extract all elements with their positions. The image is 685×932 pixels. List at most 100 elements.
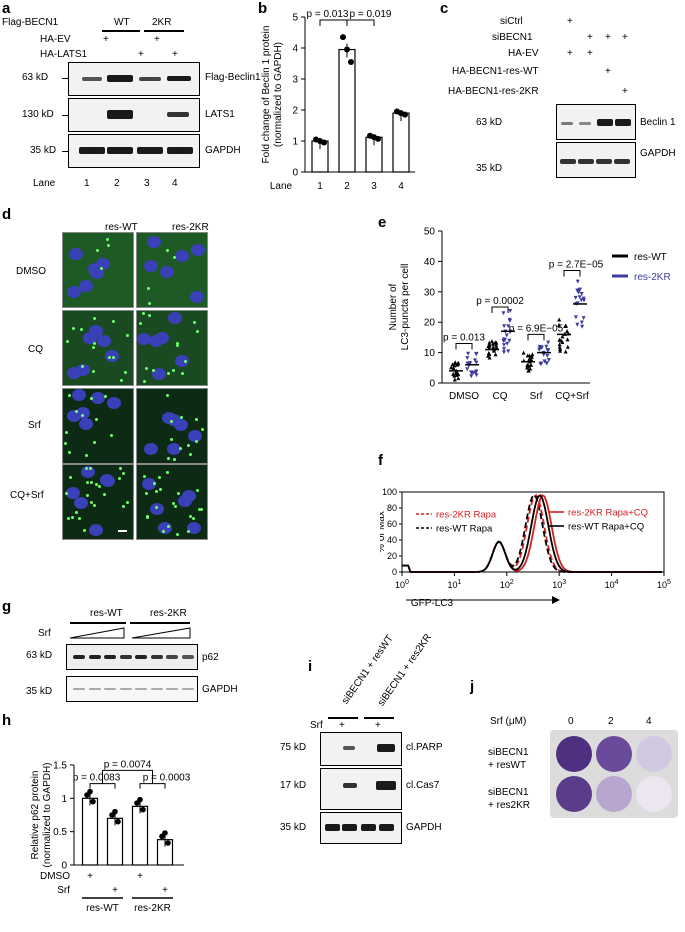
band-p62-lane bbox=[119, 655, 132, 659]
lc3-punctum bbox=[180, 371, 184, 375]
nucleus bbox=[174, 249, 189, 262]
row-cq-srf: CQ+Srf bbox=[10, 490, 44, 501]
data-point-e bbox=[565, 337, 570, 342]
2kr-group-label: 2KR bbox=[152, 17, 172, 28]
band-gapdh-c: GAPDH bbox=[640, 148, 676, 159]
blot-gapdh-i bbox=[320, 812, 402, 844]
y-tick-label-h: 0 bbox=[61, 861, 67, 872]
nucleus bbox=[149, 334, 164, 347]
lc3-punctum bbox=[145, 492, 149, 496]
data-point-e bbox=[565, 329, 570, 334]
lc3-punctum bbox=[78, 516, 82, 520]
data-point-e bbox=[545, 353, 550, 358]
micrograph-cq-srf-2kr bbox=[136, 464, 208, 540]
y-tick-label-f: 100 bbox=[382, 487, 397, 497]
micrograph-cq-2kr bbox=[136, 310, 208, 386]
data-point-h bbox=[140, 806, 146, 813]
nucleus bbox=[67, 285, 82, 298]
data-point-e bbox=[501, 350, 506, 355]
nucleus bbox=[96, 335, 111, 348]
ha-becn1-res-2kr-label: HA-BECN1-res-2KR bbox=[448, 86, 539, 97]
lc3-punctum bbox=[89, 500, 93, 504]
sig-bracket-e bbox=[455, 342, 473, 350]
panel-a-label: a bbox=[2, 0, 11, 17]
legend-label-f: res-WT Rapa bbox=[436, 524, 493, 535]
lc3-punctum bbox=[66, 339, 70, 343]
data-point-e bbox=[506, 324, 511, 329]
p-value-h: p = 0.0074 bbox=[104, 759, 152, 770]
data-point-b bbox=[348, 58, 354, 65]
data-point-e bbox=[557, 322, 562, 327]
lc3-punctum bbox=[153, 482, 157, 486]
micrograph-cq-srf-wt bbox=[62, 464, 134, 540]
lc3-punctum bbox=[122, 504, 125, 508]
lane-2: 2 bbox=[114, 178, 120, 189]
micrograph-cq-wt bbox=[62, 310, 134, 386]
panel-h-label: h bbox=[2, 712, 12, 729]
y-label-e: LC3-puncta per cell bbox=[400, 264, 411, 351]
nucleus bbox=[76, 364, 91, 377]
lc3-punctum bbox=[89, 480, 93, 484]
nucleus bbox=[160, 266, 175, 279]
data-point-e bbox=[474, 369, 479, 374]
lc3-punctum bbox=[186, 443, 190, 447]
data-point-e bbox=[506, 349, 511, 354]
x-tick-label-f: 105 bbox=[657, 579, 671, 590]
data-point-e bbox=[573, 315, 578, 320]
plus-mark: + bbox=[622, 32, 628, 43]
nucleus bbox=[72, 389, 87, 402]
lc3-punctum bbox=[92, 341, 96, 345]
lc3-punctum bbox=[148, 313, 152, 317]
group-label-h: res-2KR bbox=[134, 903, 171, 914]
data-point-e bbox=[455, 362, 460, 367]
data-point-b bbox=[375, 135, 381, 142]
nucleus bbox=[186, 521, 201, 534]
data-point-h bbox=[162, 830, 168, 836]
crystal-violet-plate bbox=[550, 730, 678, 818]
data-point-e bbox=[505, 341, 510, 346]
lc3-punctum bbox=[68, 450, 72, 454]
data-point-e bbox=[527, 356, 532, 361]
data-point-e bbox=[473, 358, 478, 363]
data-point-e bbox=[557, 342, 562, 347]
data-point-e bbox=[469, 374, 474, 379]
data-point-e bbox=[452, 363, 457, 368]
lc3-punctum bbox=[85, 494, 89, 498]
nucleus bbox=[167, 443, 182, 456]
data-point-e bbox=[575, 279, 580, 284]
data-point-e bbox=[493, 352, 498, 357]
y-tick-label-b: 1 bbox=[292, 137, 298, 148]
band-p62-lane bbox=[135, 655, 147, 659]
legend-label-f: res-2KR Rapa+CQ bbox=[568, 508, 648, 519]
x-tick-label-b: 3 bbox=[371, 181, 377, 192]
y-label-b: Fold change of Beclin 1 protein bbox=[261, 26, 272, 164]
y-tick-label-b: 0 bbox=[292, 168, 298, 179]
well-2kr-2 bbox=[596, 776, 632, 812]
lc3-punctum bbox=[91, 345, 95, 349]
plus-mark: + bbox=[587, 48, 593, 59]
data-point-e bbox=[487, 340, 492, 345]
conc-0: 0 bbox=[568, 716, 574, 727]
x-tick-label-f: 104 bbox=[605, 579, 619, 590]
data-point-e bbox=[465, 356, 470, 361]
p-value-e: p = 0.013 bbox=[443, 332, 485, 343]
conc-2: 2 bbox=[608, 716, 614, 727]
y-label-e: Number of bbox=[388, 283, 399, 330]
data-point-e bbox=[474, 373, 479, 378]
data-point-e bbox=[579, 291, 584, 296]
data-point-e bbox=[501, 311, 506, 316]
nucleus bbox=[190, 244, 205, 257]
legend-label-f: res-WT Rapa+CQ bbox=[568, 522, 644, 533]
lc3-punctum bbox=[104, 395, 108, 399]
sig-bracket-h bbox=[139, 783, 166, 789]
y-tick-label-e: 20 bbox=[424, 318, 436, 329]
data-point-e bbox=[454, 372, 459, 377]
data-point-e bbox=[501, 338, 506, 343]
x-tick-label-f: 101 bbox=[447, 579, 461, 590]
data-point-h bbox=[115, 818, 121, 825]
data-point-e bbox=[527, 353, 532, 358]
sig-bracket-b bbox=[346, 19, 375, 26]
data-point-e bbox=[558, 346, 563, 351]
band-p62-lane bbox=[150, 655, 163, 659]
sibecn1-label: siBECN1 bbox=[492, 32, 533, 43]
